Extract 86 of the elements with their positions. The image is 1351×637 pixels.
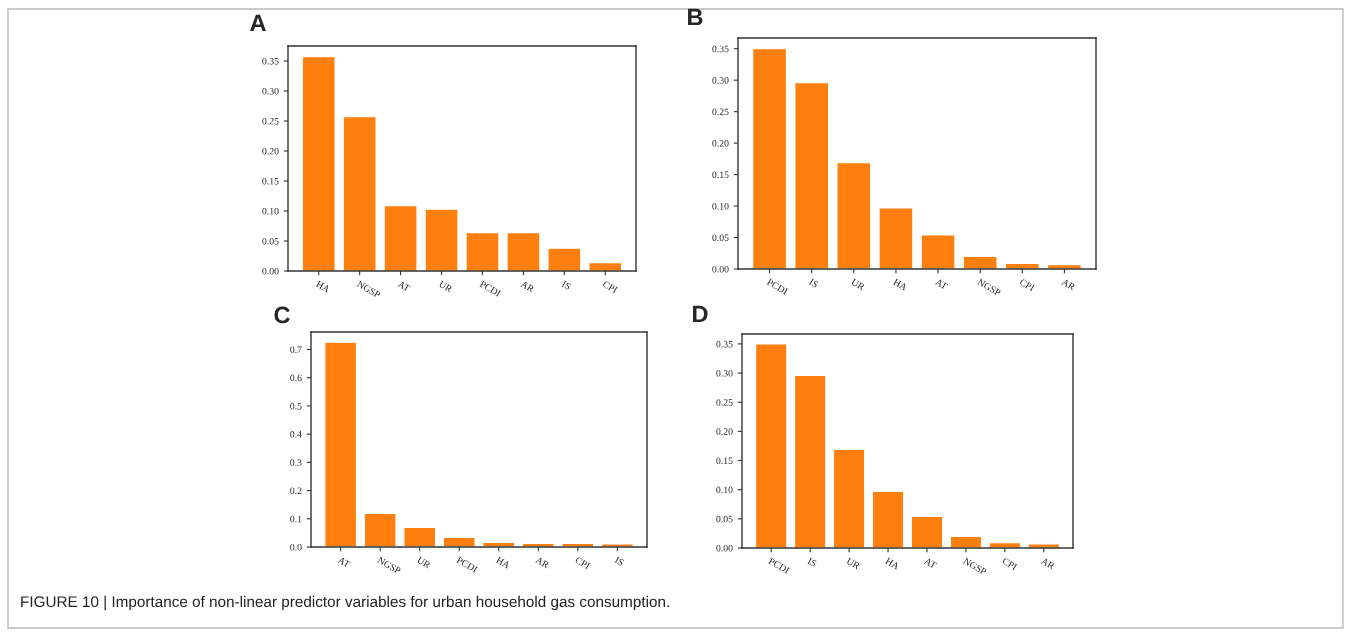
y-tick-label: 0.20 xyxy=(262,147,279,155)
bar xyxy=(794,82,830,269)
y-tick-label: 0.1 xyxy=(290,515,302,523)
x-tick-label: HA xyxy=(892,278,908,291)
bar xyxy=(383,205,418,271)
bar xyxy=(363,512,397,547)
x-tick-label: CPI xyxy=(574,556,591,570)
bar xyxy=(794,374,827,548)
bar xyxy=(755,343,788,548)
x-tick-label: UR xyxy=(416,556,432,569)
y-tick-label: 0.00 xyxy=(716,544,733,552)
y-tick-label: 0.15 xyxy=(262,177,279,185)
x-tick-label: HA xyxy=(315,280,331,293)
y-tick-label: 0.5 xyxy=(290,402,302,410)
y-tick-label: 0.15 xyxy=(712,171,729,179)
bar xyxy=(342,116,377,271)
chart-title: B xyxy=(688,8,703,26)
bar xyxy=(324,341,358,547)
y-tick-label: 0.6 xyxy=(290,374,302,382)
y-tick-label: 0.05 xyxy=(712,234,729,242)
y-tick-label: 0.25 xyxy=(712,108,729,116)
y-tick-label: 0.3 xyxy=(290,459,302,466)
y-tick-label: 0.35 xyxy=(262,57,279,65)
bar xyxy=(949,535,983,548)
x-tick-label: CPI xyxy=(602,280,618,294)
x-tick-label: AR xyxy=(520,280,535,293)
caption: FIGURE 10 | Importance of non-linear predictor variables for urban household gas consumption. xyxy=(21,595,669,611)
y-tick-label: 0.10 xyxy=(716,486,733,494)
x-tick-label: AT xyxy=(923,557,937,569)
bar xyxy=(465,232,500,271)
y-tick-label: 0.4 xyxy=(290,431,302,438)
x-tick-label: UR xyxy=(845,557,861,570)
x-tick-label: UR xyxy=(438,280,454,293)
bar xyxy=(301,56,336,271)
y-tick-label: 0.7 xyxy=(290,346,302,353)
bar xyxy=(506,232,541,271)
x-tick-label: AR xyxy=(535,556,550,569)
bar xyxy=(752,48,787,269)
x-tick-label: AR xyxy=(1040,557,1056,570)
y-tick-label: 0.20 xyxy=(716,428,733,435)
y-tick-label: 0.35 xyxy=(712,45,729,53)
chart-title: C xyxy=(274,306,290,324)
bar xyxy=(403,526,437,547)
y-tick-label: 0.2 xyxy=(290,487,302,495)
bar xyxy=(962,255,998,269)
y-tick-label: 0.10 xyxy=(712,202,729,210)
y-tick-label: 0.35 xyxy=(716,340,733,348)
x-tick-label: HA xyxy=(884,557,900,570)
bar xyxy=(871,490,905,548)
y-tick-label: 0.00 xyxy=(712,265,729,273)
y-tick-label: 0.15 xyxy=(716,457,733,465)
y-tick-label: 0.0 xyxy=(290,543,302,551)
x-tick-label: AR xyxy=(1061,278,1076,291)
x-tick-label: CPI xyxy=(1019,278,1035,292)
chart-title: A xyxy=(250,14,266,32)
bar xyxy=(832,448,866,548)
bar xyxy=(920,234,956,269)
bar xyxy=(547,247,582,271)
bar xyxy=(836,162,872,269)
y-tick-label: 0.10 xyxy=(262,207,279,215)
chart-title: D xyxy=(693,305,708,323)
bar xyxy=(588,262,623,271)
bar xyxy=(424,208,459,271)
x-tick-label: AT xyxy=(934,278,949,290)
y-tick-label: 0.05 xyxy=(262,237,279,245)
x-tick-label: IS xyxy=(807,557,817,567)
y-tick-label: 0.25 xyxy=(262,117,279,125)
x-tick-label: IS xyxy=(614,556,625,566)
x-tick-label: UR xyxy=(850,278,866,291)
x-tick-label: CPI xyxy=(1001,557,1018,571)
x-tick-label: HA xyxy=(495,556,511,569)
x-tick-label: IS xyxy=(561,280,572,290)
y-tick-label: 0.30 xyxy=(712,77,729,84)
y-tick-label: 0.30 xyxy=(262,87,279,95)
y-tick-label: 0.20 xyxy=(712,140,729,147)
x-tick-label: NGSP xyxy=(356,280,381,299)
x-tick-label: IS xyxy=(808,278,819,288)
x-tick-label: AT xyxy=(337,556,351,568)
bar xyxy=(878,207,914,269)
y-tick-label: 0.00 xyxy=(262,267,279,275)
x-tick-label: AT xyxy=(397,280,411,292)
y-tick-label: 0.25 xyxy=(716,399,733,406)
bar xyxy=(442,536,476,547)
bar xyxy=(910,515,944,548)
y-tick-label: 0.30 xyxy=(716,369,733,377)
y-tick-label: 0.05 xyxy=(716,515,733,523)
